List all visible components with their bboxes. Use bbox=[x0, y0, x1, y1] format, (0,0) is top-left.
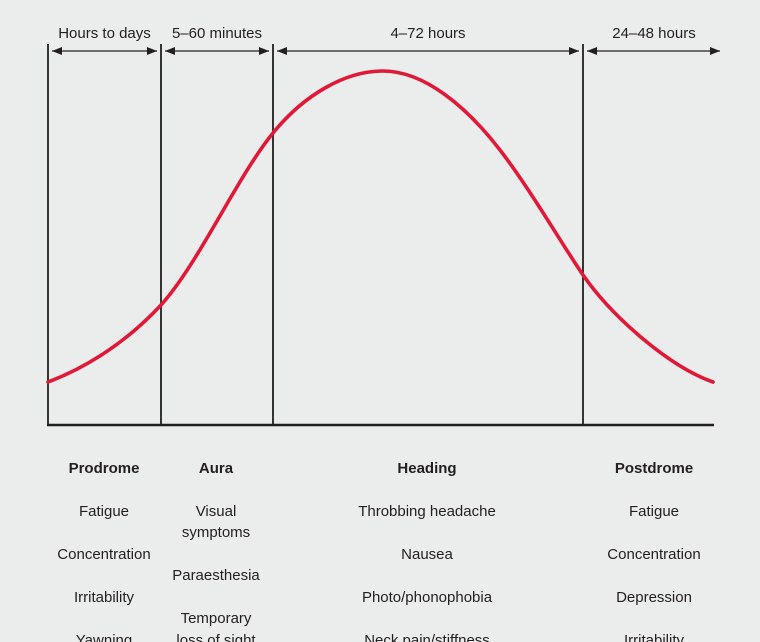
phase-divider-lines bbox=[47, 44, 584, 425]
symptom-item: Paraesthesia bbox=[172, 567, 260, 584]
symptom-item: Temporary loss of sight bbox=[176, 610, 256, 642]
symptom-item: Photo/phonophobia bbox=[361, 588, 493, 606]
symptom-item: Concentration bbox=[607, 545, 701, 563]
phase-curve-plot bbox=[46, 44, 720, 427]
duration-label-prodrome: Hours to days bbox=[58, 25, 151, 42]
symptom-item: Irritability bbox=[73, 588, 134, 606]
phase-column-prodrome: Prodrome Fatigue Concentration Irritabil… bbox=[29, 436, 179, 642]
symptom-item: Fatigue bbox=[78, 502, 130, 520]
phase-title: Prodrome bbox=[68, 459, 140, 477]
symptom-item: Neck pain/stiffness bbox=[364, 631, 490, 642]
phase-column-heading: Heading Throbbing headache Nausea Photo/… bbox=[325, 436, 529, 642]
symptom-item: Throbbing headache bbox=[358, 502, 496, 520]
phase-column-postdrome: Postdrome Fatigue Concentration Depressi… bbox=[572, 436, 736, 642]
phase-title: Postdrome bbox=[614, 459, 694, 477]
phase-column-aura: Aura Visual symptoms Paraesthesia Tempor… bbox=[146, 436, 286, 642]
phase-title: Aura bbox=[198, 459, 234, 477]
symptom-item: Yawning bbox=[75, 631, 133, 642]
symptom-item: Fatigue bbox=[628, 502, 680, 520]
symptom-item: Irritability bbox=[623, 631, 684, 642]
duration-label-heading: 4–72 hours bbox=[390, 25, 466, 42]
symptom-item: Concentration bbox=[57, 545, 151, 563]
duration-label-aura: 5–60 minutes bbox=[171, 25, 263, 42]
phase-title: Heading bbox=[397, 459, 457, 477]
duration-label-postdrome: 24–48 hours bbox=[612, 25, 696, 42]
symptom-item: Visual symptoms bbox=[181, 502, 251, 542]
symptom-item: Nausea bbox=[401, 545, 453, 563]
intensity-curve bbox=[46, 69, 715, 384]
symptom-item: Depression bbox=[616, 588, 692, 606]
